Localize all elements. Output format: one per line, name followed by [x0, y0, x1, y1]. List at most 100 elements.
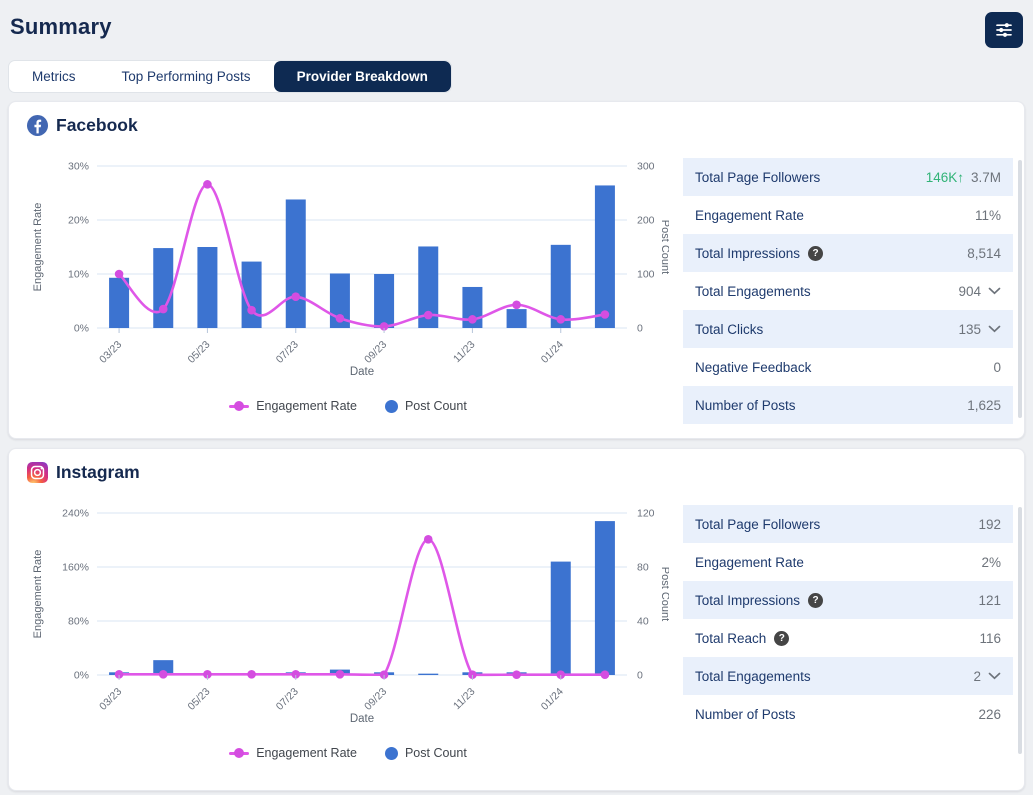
svg-text:240%: 240%	[62, 508, 89, 520]
svg-text:0%: 0%	[74, 323, 89, 335]
svg-text:Post Count: Post Count	[659, 220, 669, 274]
svg-text:09/23: 09/23	[362, 339, 389, 366]
svg-text:80%: 80%	[68, 616, 89, 628]
tab-metrics[interactable]: Metrics	[9, 61, 99, 92]
legend-label: Post Count	[404, 746, 467, 760]
stat-row: Total Page Followers 192	[683, 505, 1013, 543]
legend-item-post-count[interactable]: Post Count	[384, 746, 467, 760]
dot-marker-icon	[384, 399, 398, 413]
tab-bar: Metrics Top Performing Posts Provider Brea…	[8, 60, 452, 93]
stat-label: Total Reach	[695, 630, 767, 646]
page-title: Summary	[10, 14, 112, 39]
stat-value: 116	[979, 630, 1001, 646]
filter-button[interactable]	[985, 12, 1023, 48]
svg-text:Date: Date	[350, 713, 374, 725]
svg-text:120: 120	[637, 508, 655, 520]
svg-text:300: 300	[637, 161, 655, 173]
stat-row[interactable]: Total Engagements 904	[683, 272, 1013, 310]
stat-label: Total Engagements	[695, 668, 811, 684]
facebook-icon	[27, 115, 48, 136]
table-scrollbar[interactable]	[1018, 160, 1022, 418]
line-marker-icon	[229, 748, 250, 758]
stat-value: 8,514	[967, 245, 1001, 261]
facebook-card: Facebook 0% 0 10% 100 20% 200 30% 300 03/23 05/23…	[8, 101, 1025, 439]
stat-label: Total Page Followers	[695, 169, 821, 185]
table-scrollbar[interactable]	[1018, 507, 1022, 754]
svg-text:20%: 20%	[68, 215, 89, 227]
chevron-down-icon[interactable]	[988, 287, 1001, 295]
svg-text:07/23: 07/23	[274, 339, 301, 366]
stat-row[interactable]: Total Clicks 135	[683, 310, 1013, 348]
instagram-icon	[27, 462, 48, 483]
svg-text:0: 0	[637, 670, 643, 682]
svg-text:05/23: 05/23	[185, 339, 212, 366]
stat-value: 121	[978, 592, 1001, 608]
svg-text:0: 0	[637, 323, 643, 335]
legend-label: Engagement Rate	[256, 746, 357, 760]
legend-item-engagement-rate[interactable]: Engagement Rate	[229, 399, 357, 413]
section-title: Facebook	[56, 115, 138, 135]
stat-value: 904	[958, 283, 981, 299]
stat-row: Number of Posts 226	[683, 695, 1013, 733]
facebook-chart: 0% 0 10% 100 20% 200 30% 300 03/23 05/23 07/23 09/2…	[27, 140, 669, 424]
stat-label: Negative Feedback	[695, 359, 812, 375]
instagram-chart-legend: Engagement Rate Post Count	[27, 746, 669, 760]
stat-row: Total Page Followers 146K↑ 3.7M	[683, 158, 1013, 196]
svg-text:01/24: 01/24	[539, 686, 566, 713]
dot-marker-icon	[384, 746, 398, 760]
facebook-card-body: 0% 0 10% 100 20% 200 30% 300 03/23 05/23 07/23 09/2…	[9, 140, 1024, 424]
stat-value: 2%	[981, 554, 1001, 570]
stat-row: Engagement Rate 11%	[683, 196, 1013, 234]
legend-label: Engagement Rate	[256, 399, 357, 413]
stat-label: Engagement Rate	[695, 554, 804, 570]
svg-text:Post Count: Post Count	[659, 567, 669, 621]
svg-text:80: 80	[637, 562, 649, 574]
stat-row: Total Impressions? 8,514	[683, 234, 1013, 272]
stat-row: Total Reach? 116	[683, 619, 1013, 657]
stat-label: Total Engagements	[695, 283, 811, 299]
help-icon[interactable]: ?	[808, 245, 824, 261]
help-icon[interactable]: ?	[774, 630, 790, 646]
instagram-card-header: Instagram	[9, 449, 1024, 487]
stat-value: 0	[993, 359, 1001, 375]
help-icon[interactable]: ?	[808, 592, 824, 608]
svg-text:160%: 160%	[62, 562, 89, 574]
stat-label: Total Impressions	[695, 245, 801, 261]
line-marker-icon	[229, 401, 250, 411]
legend-item-engagement-rate[interactable]: Engagement Rate	[229, 746, 357, 760]
svg-text:Engagement Rate: Engagement Rate	[32, 550, 44, 639]
stat-row[interactable]: Total Engagements 2	[683, 657, 1013, 695]
stat-label: Engagement Rate	[695, 207, 804, 223]
svg-text:10%: 10%	[68, 269, 89, 281]
svg-text:200: 200	[637, 215, 655, 227]
svg-text:40: 40	[637, 616, 649, 628]
instagram-chart: 0% 0 80% 40 160% 80 240% 120 03/23 05/23 07/23 09/2…	[27, 487, 669, 761]
svg-text:03/23: 03/23	[97, 686, 124, 713]
svg-text:03/23: 03/23	[97, 339, 124, 366]
facebook-card-header: Facebook	[9, 102, 1024, 140]
stat-label: Number of Posts	[695, 397, 796, 413]
stat-label: Total Clicks	[695, 321, 764, 337]
stat-value: 192	[978, 516, 1001, 532]
svg-text:01/24: 01/24	[539, 339, 566, 366]
chevron-down-icon[interactable]	[988, 325, 1001, 333]
svg-text:11/23: 11/23	[451, 686, 478, 713]
tab-provider-breakdown[interactable]: Provider Breakdown	[273, 61, 451, 92]
chevron-down-icon[interactable]	[988, 672, 1001, 680]
tab-top-performing-posts[interactable]: Top Performing Posts	[99, 61, 274, 92]
stat-value: 3.7M	[970, 169, 1001, 185]
stat-row: Number of Posts 1,625	[683, 386, 1013, 424]
legend-label: Post Count	[404, 399, 467, 413]
stat-value: 226	[978, 706, 1001, 722]
stat-label: Number of Posts	[695, 706, 796, 722]
stat-label: Total Page Followers	[695, 516, 821, 532]
svg-text:100: 100	[637, 269, 655, 281]
svg-text:11/23: 11/23	[451, 339, 478, 366]
legend-item-post-count[interactable]: Post Count	[384, 399, 467, 413]
svg-text:30%: 30%	[68, 161, 89, 173]
stat-row: Engagement Rate 2%	[683, 543, 1013, 581]
svg-text:Date: Date	[350, 366, 374, 378]
stat-value: 11%	[974, 207, 1001, 223]
section-title: Instagram	[56, 462, 140, 482]
